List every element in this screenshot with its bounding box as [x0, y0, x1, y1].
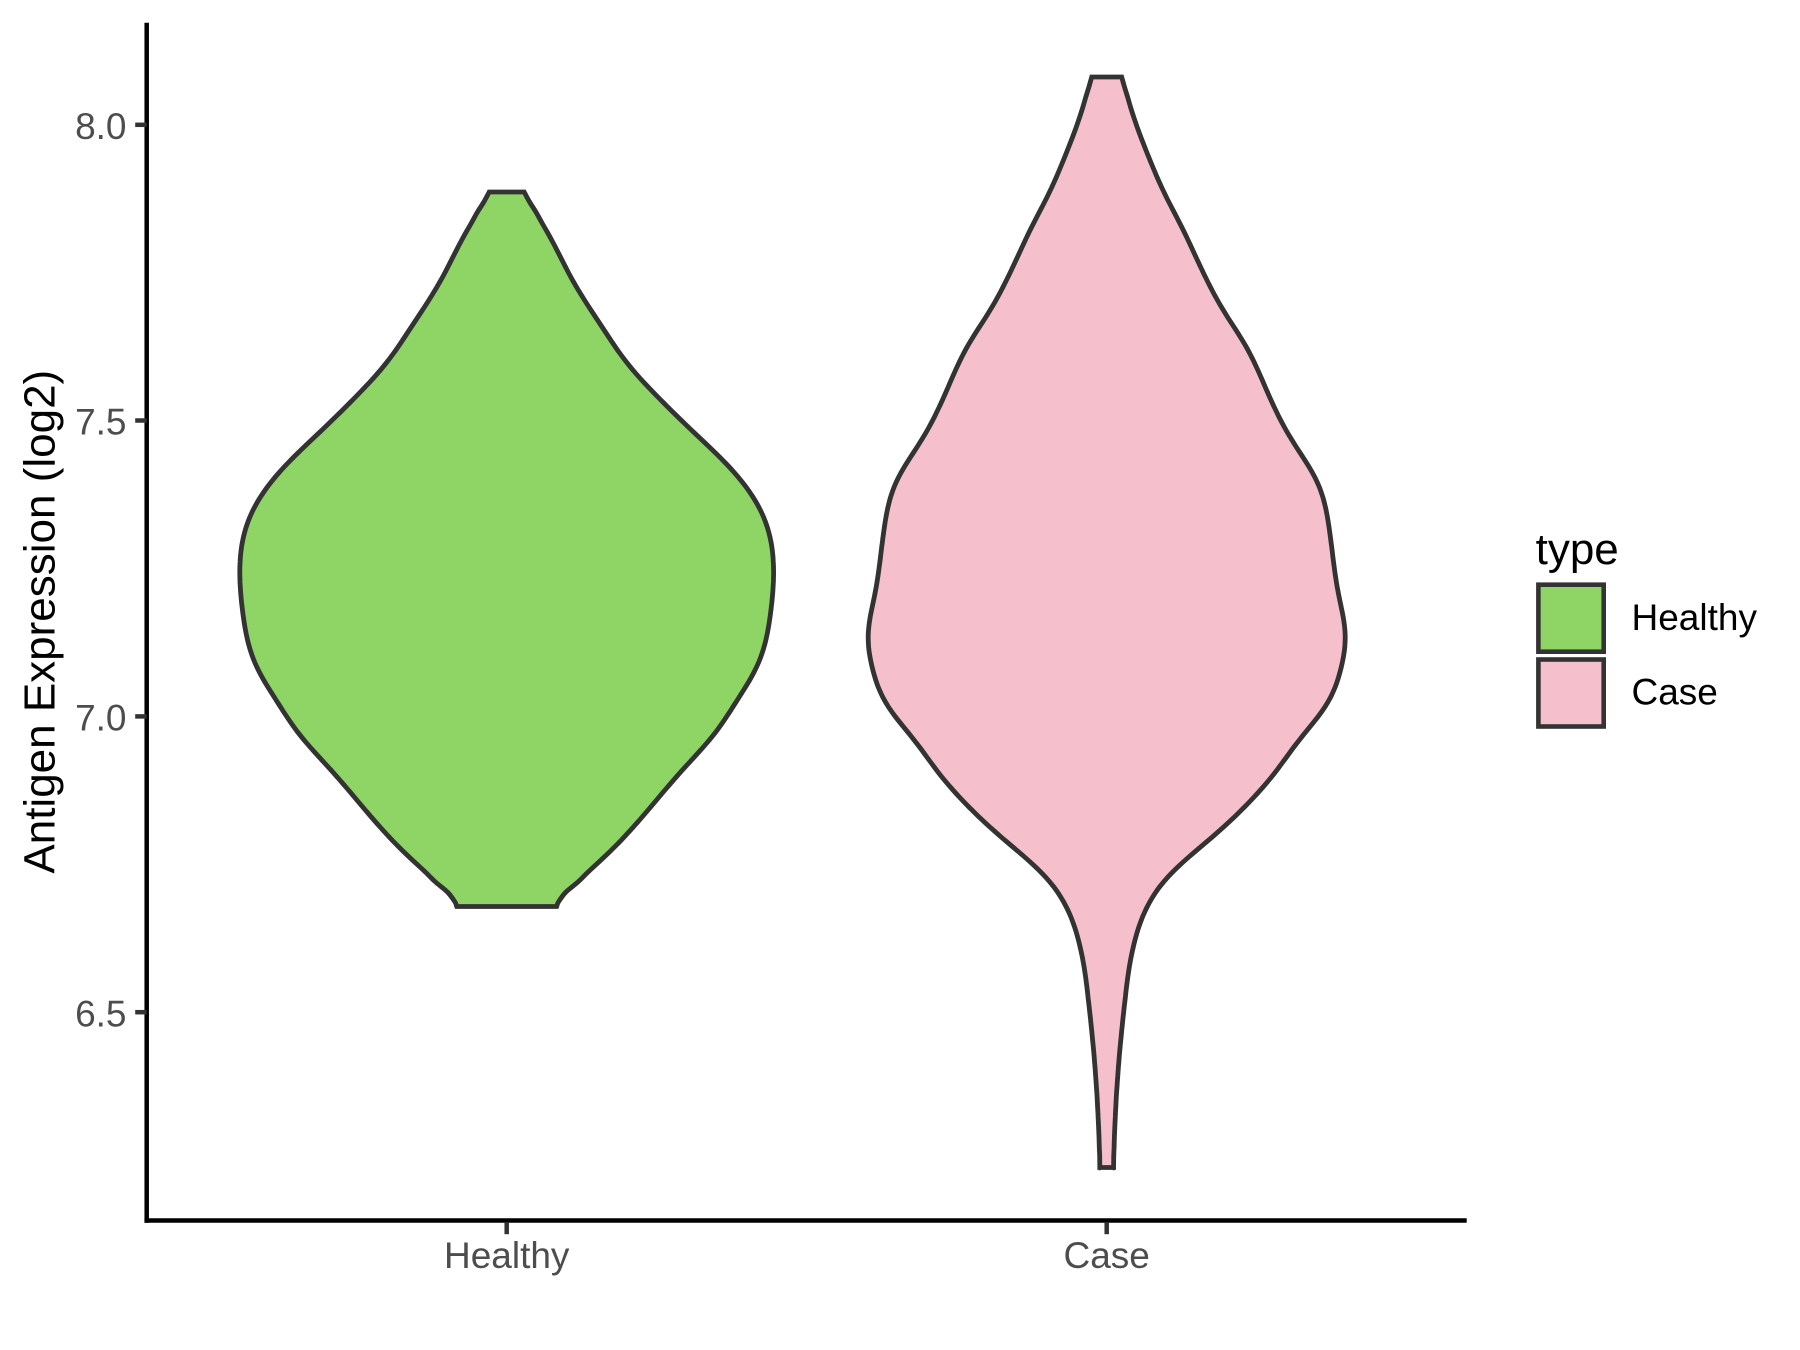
svg-text:7.0: 7.0 — [75, 698, 126, 739]
svg-text:6.5: 6.5 — [75, 993, 126, 1034]
svg-text:Case: Case — [1064, 1235, 1150, 1276]
svg-text:7.5: 7.5 — [75, 402, 126, 443]
svg-text:Healthy: Healthy — [1632, 597, 1758, 638]
svg-text:Healthy: Healthy — [444, 1235, 570, 1276]
svg-text:Case: Case — [1632, 672, 1718, 713]
svg-text:Antigen Expression (log2): Antigen Expression (log2) — [16, 370, 65, 874]
svg-text:type: type — [1536, 525, 1619, 574]
svg-text:8.0: 8.0 — [75, 106, 126, 147]
